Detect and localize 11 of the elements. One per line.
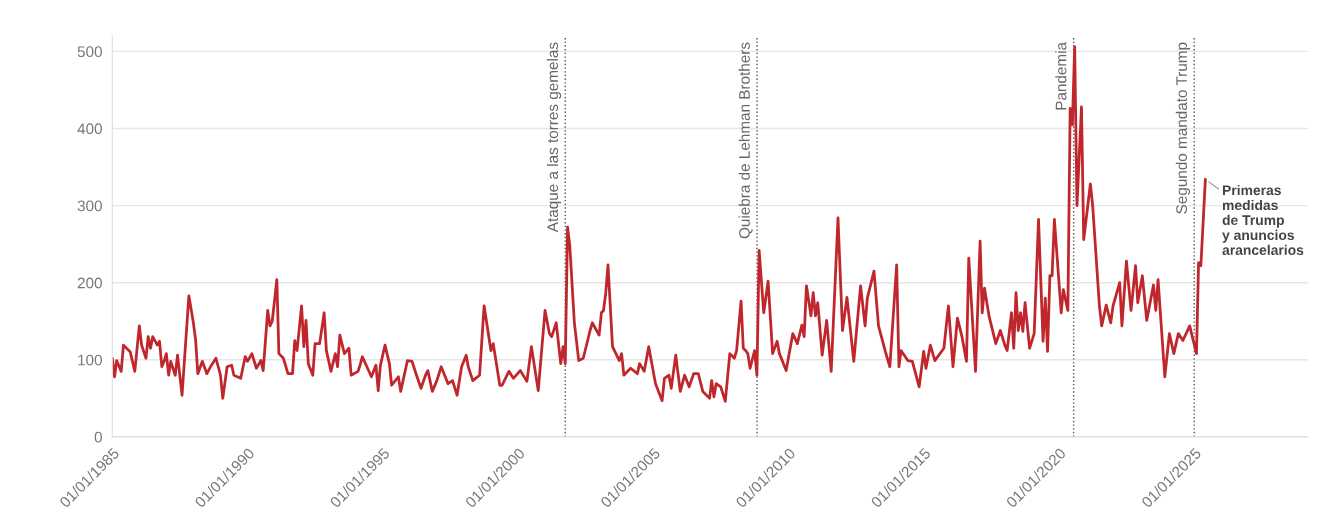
ref-line-label: Pandemia (1055, 41, 1067, 110)
y-tick-label: 200 (77, 277, 102, 289)
ref-line-label: Quiebra de Lehman Brothers (738, 42, 753, 239)
y-tick-label: 500 (77, 46, 102, 58)
ref-line-label: Segundo mandato Trump (1175, 42, 1191, 214)
y-tick-label: 0 (94, 431, 102, 443)
y-tick-label: 100 (78, 354, 102, 366)
ref-line-label: Ataque a las torres gemelas (546, 42, 562, 233)
annotation: Primeras medidas de Trump y anuncios arancelarios (1222, 184, 1304, 255)
y-tick-label: 400 (77, 123, 102, 135)
y-tick-label: 300 (77, 200, 102, 212)
